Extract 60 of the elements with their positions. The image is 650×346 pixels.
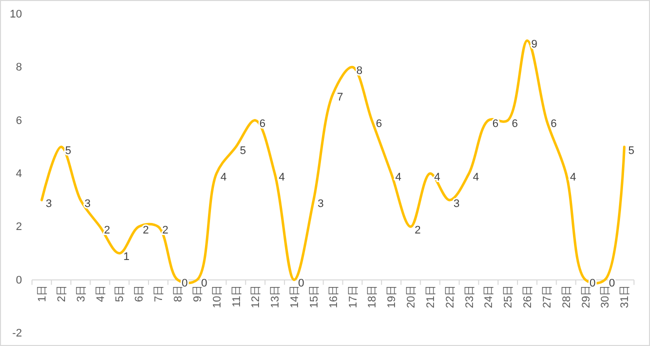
data-label: 6 xyxy=(550,118,557,130)
x-tick-label: 11日 xyxy=(230,284,243,308)
x-tick-label: 7日 xyxy=(153,284,166,302)
x-tick-label: 10日 xyxy=(211,284,224,308)
x-tick-label: 13日 xyxy=(270,284,282,308)
data-label: 5 xyxy=(628,144,634,157)
data-label: 4 xyxy=(472,171,480,184)
x-tick-label: 31日 xyxy=(619,284,632,308)
x-tick-label: 25日 xyxy=(502,284,515,308)
data-label: 3 xyxy=(84,198,91,210)
data-label: 0 xyxy=(608,278,615,290)
x-tick-label: 23日 xyxy=(464,284,476,308)
data-label: 4 xyxy=(395,171,402,184)
y-tick-label: 0 xyxy=(16,274,22,286)
y-tick-label: -2 xyxy=(12,328,22,340)
data-label: 6 xyxy=(259,118,266,130)
x-tick-label: 3日 xyxy=(75,284,88,302)
x-tick-label: 4日 xyxy=(94,284,107,302)
data-label: 6 xyxy=(512,118,518,130)
data-label: 9 xyxy=(531,38,538,50)
x-tick-label: 19日 xyxy=(386,284,398,308)
data-label: 2 xyxy=(104,224,110,237)
x-tick-label: 24日 xyxy=(483,284,496,308)
x-tick-label: 17日 xyxy=(347,284,360,308)
data-label: 4 xyxy=(278,171,285,184)
data-label: 3 xyxy=(46,198,52,210)
x-tick-label: 28日 xyxy=(560,284,573,308)
y-tick-label: 8 xyxy=(16,62,22,74)
data-label: 0 xyxy=(298,278,304,290)
data-label: 6 xyxy=(492,118,498,130)
data-label: 2 xyxy=(162,224,168,237)
x-tick-label: 12日 xyxy=(250,284,262,308)
x-tick-label: 22日 xyxy=(444,284,456,308)
x-tick-label: 16日 xyxy=(328,284,340,308)
x-tick-label: 21日 xyxy=(424,284,437,308)
y-tick-label: 4 xyxy=(16,168,22,180)
data-label: 7 xyxy=(337,92,344,104)
data-label: 2 xyxy=(414,224,421,237)
data-label: 1 xyxy=(123,251,130,264)
data-label: 2 xyxy=(142,224,149,237)
data-label: 6 xyxy=(376,118,382,130)
y-tick-label: 2 xyxy=(16,221,22,234)
data-label: 4 xyxy=(220,171,227,184)
x-tick-label: 1日 xyxy=(36,284,49,302)
x-tick-label: 2日 xyxy=(56,284,68,302)
y-tick-label: 6 xyxy=(16,114,22,127)
x-tick-label: 6日 xyxy=(134,284,146,302)
x-tick-label: 26日 xyxy=(522,284,534,308)
data-label: 5 xyxy=(240,144,246,157)
data-label: 4 xyxy=(570,171,576,184)
x-tick-label: 27日 xyxy=(541,284,554,308)
y-tick-label: 10 xyxy=(10,8,22,21)
data-label: 3 xyxy=(318,198,324,210)
x-tick-label: 20日 xyxy=(406,284,418,308)
data-label: 5 xyxy=(65,144,72,157)
x-tick-label: 18日 xyxy=(366,284,379,308)
data-label: 3 xyxy=(454,198,460,210)
data-label: 0 xyxy=(201,278,208,290)
x-tick-label: 15日 xyxy=(308,284,320,308)
x-tick-label: 5日 xyxy=(114,284,126,302)
